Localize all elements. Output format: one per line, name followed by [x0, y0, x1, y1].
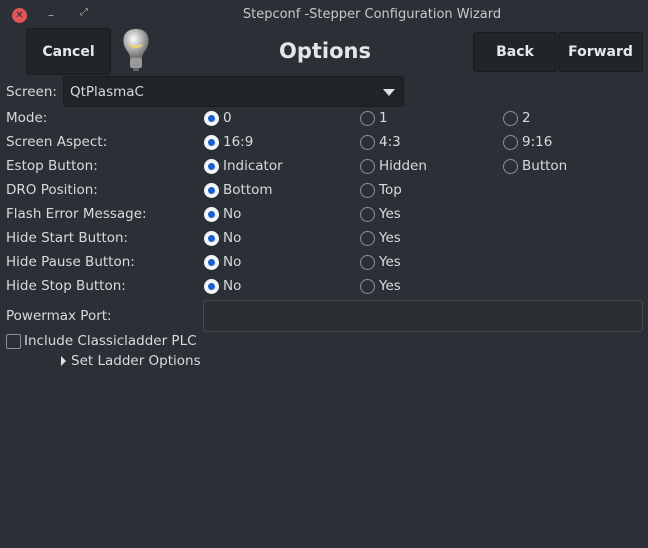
radio-icon — [360, 278, 375, 294]
radio-label: 9:16 — [522, 134, 553, 150]
radio-option[interactable]: 0 — [204, 110, 232, 126]
option-label: Screen Aspect: — [6, 134, 108, 150]
radio-label: Yes — [379, 278, 401, 294]
radio-option[interactable]: Hidden — [360, 158, 427, 174]
radio-label: No — [223, 230, 242, 246]
radio-label: Yes — [379, 206, 401, 222]
cancel-button[interactable]: Cancel — [26, 28, 111, 75]
radio-label: 4:3 — [379, 134, 401, 150]
screen-select[interactable]: QtPlasmaC — [63, 76, 404, 107]
title-bar: ✕ – ⤢ Stepconf -Stepper Configuration Wi… — [0, 0, 648, 30]
radio-option[interactable]: Yes — [360, 206, 401, 222]
radio-option[interactable]: Indicator — [204, 158, 283, 174]
radio-icon — [503, 158, 518, 174]
radio-label: 1 — [379, 110, 388, 126]
radio-label: 16:9 — [223, 134, 254, 150]
page-title: Options — [279, 39, 371, 63]
radio-icon — [360, 182, 375, 198]
radio-label: Yes — [379, 254, 401, 270]
radio-option[interactable]: 4:3 — [360, 134, 401, 150]
classicladder-checkbox[interactable] — [6, 334, 21, 349]
radio-icon — [204, 254, 219, 270]
option-label: Hide Pause Button: — [6, 254, 135, 270]
radio-label: Yes — [379, 230, 401, 246]
radio-icon — [360, 230, 375, 246]
radio-option[interactable]: Bottom — [204, 182, 273, 198]
radio-option[interactable]: 2 — [503, 110, 531, 126]
radio-option[interactable]: 16:9 — [204, 134, 253, 150]
radio-label: Top — [379, 182, 402, 198]
radio-icon — [360, 206, 375, 222]
radio-icon — [360, 158, 375, 174]
radio-icon — [360, 110, 375, 126]
powermax-port-label: Powermax Port: — [6, 308, 112, 324]
radio-option[interactable]: No — [204, 230, 241, 246]
radio-option[interactable]: Button — [503, 158, 567, 174]
radio-label: No — [223, 278, 242, 294]
lightbulb-icon — [123, 29, 149, 71]
option-label: Flash Error Message: — [6, 206, 147, 222]
powermax-port-input[interactable] — [203, 300, 643, 332]
radio-label: 2 — [522, 110, 531, 126]
radio-label: Button — [522, 158, 568, 174]
radio-label: Hidden — [379, 158, 427, 174]
radio-option[interactable]: Yes — [360, 278, 401, 294]
radio-option[interactable]: Yes — [360, 254, 401, 270]
maximize-button[interactable]: ⤢ — [80, 7, 88, 18]
radio-option[interactable]: No — [204, 278, 241, 294]
screen-label: Screen: — [6, 84, 57, 100]
radio-icon — [360, 134, 375, 150]
forward-button[interactable]: Forward — [558, 32, 643, 72]
option-label: Hide Stop Button: — [6, 278, 126, 294]
radio-option[interactable]: Yes — [360, 230, 401, 246]
option-label: Hide Start Button: — [6, 230, 129, 246]
radio-option[interactable]: 1 — [360, 110, 388, 126]
option-label: Estop Button: — [6, 158, 98, 174]
radio-icon — [360, 254, 375, 270]
radio-icon — [204, 134, 219, 150]
radio-icon — [503, 134, 518, 150]
close-button[interactable]: ✕ — [12, 8, 27, 23]
expander-arrow-icon — [61, 356, 66, 366]
radio-option[interactable]: No — [204, 206, 241, 222]
minimize-button[interactable]: – — [48, 8, 54, 22]
radio-icon — [204, 182, 219, 198]
ladder-options-label: Set Ladder Options — [71, 353, 201, 369]
radio-icon — [204, 110, 219, 126]
radio-label: Bottom — [223, 182, 273, 198]
dropdown-arrow-icon — [383, 89, 395, 96]
radio-icon — [204, 206, 219, 222]
radio-option[interactable]: Top — [360, 182, 402, 198]
ladder-options-expander[interactable]: Set Ladder Options — [61, 353, 201, 369]
option-label: Mode: — [6, 110, 48, 126]
radio-icon — [204, 278, 219, 294]
radio-option[interactable]: 9:16 — [503, 134, 552, 150]
classicladder-label[interactable]: Include Classicladder PLC — [24, 333, 197, 349]
window-title: Stepconf -Stepper Configuration Wizard — [242, 7, 502, 22]
radio-label: Indicator — [223, 158, 283, 174]
radio-icon — [503, 110, 518, 126]
radio-option[interactable]: No — [204, 254, 241, 270]
option-label: DRO Position: — [6, 182, 98, 198]
radio-label: 0 — [223, 110, 232, 126]
back-button[interactable]: Back — [473, 32, 557, 72]
radio-icon — [204, 230, 219, 246]
radio-label: No — [223, 206, 242, 222]
radio-label: No — [223, 254, 242, 270]
screen-select-value: QtPlasmaC — [70, 84, 144, 100]
radio-icon — [204, 158, 219, 174]
